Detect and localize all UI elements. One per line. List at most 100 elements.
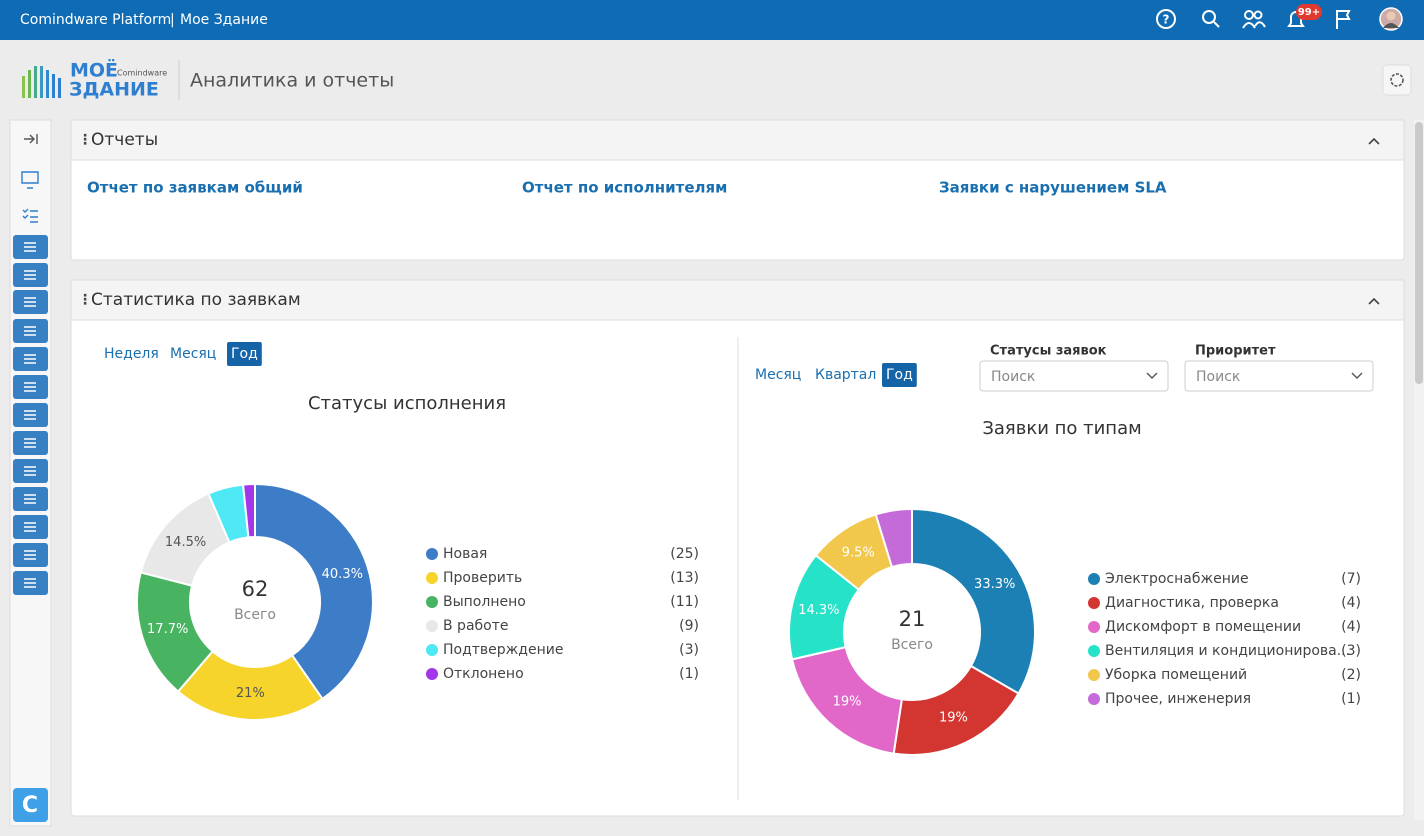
donut-slice[interactable] bbox=[254, 482, 374, 701]
donut-slice[interactable] bbox=[911, 507, 1036, 695]
stats-title: Статистика по заявкам bbox=[91, 290, 301, 310]
legend-dot bbox=[426, 572, 438, 584]
separator: | bbox=[170, 12, 175, 28]
donut-slice[interactable] bbox=[176, 649, 324, 721]
donut-slice[interactable] bbox=[874, 507, 913, 569]
donut-total: 62 bbox=[242, 577, 269, 601]
desktop-icon[interactable] bbox=[21, 171, 39, 189]
legend-dot bbox=[1088, 693, 1100, 705]
legend-dot bbox=[426, 668, 438, 680]
legend-label[interactable]: Уборка помещений bbox=[1105, 667, 1247, 683]
period-button[interactable]: Неделя bbox=[104, 346, 159, 362]
nav-icon bbox=[24, 326, 36, 336]
nav-icon bbox=[24, 466, 36, 476]
expand-icon[interactable] bbox=[24, 134, 38, 144]
top-bar bbox=[0, 0, 1424, 40]
sidebar-icons[interactable]: C bbox=[13, 134, 48, 822]
legend-dot bbox=[1088, 621, 1100, 633]
legend-label[interactable]: Дискомфорт в помещении bbox=[1105, 619, 1301, 635]
chart-title: Заявки по типам bbox=[982, 418, 1141, 439]
legend-count: (3) bbox=[679, 642, 699, 658]
legend-dot bbox=[1088, 573, 1100, 585]
svg-text:?: ? bbox=[1163, 13, 1170, 27]
header-icons[interactable]: ? bbox=[1156, 7, 1403, 31]
legend-label[interactable]: В работе bbox=[443, 618, 509, 634]
nav-icon bbox=[24, 550, 36, 560]
app-logo-letter: C bbox=[22, 793, 38, 818]
badge bbox=[1296, 4, 1322, 20]
nav-icon bbox=[24, 438, 36, 448]
report-link[interactable]: Заявки с нарушением SLA bbox=[939, 179, 1167, 197]
filter-select[interactable] bbox=[979, 360, 1169, 392]
nav-icon bbox=[24, 242, 36, 252]
collapse-icon[interactable] bbox=[1368, 297, 1380, 305]
nav-icon bbox=[24, 270, 36, 280]
legend-dot bbox=[426, 548, 438, 560]
slice-label: 40.3% bbox=[322, 567, 363, 582]
legend-count: (2) bbox=[1341, 667, 1361, 683]
reports-title: Отчеты bbox=[91, 130, 158, 150]
period-button[interactable]: Год bbox=[886, 367, 913, 383]
drag-handle[interactable]: ⋮ bbox=[78, 292, 92, 308]
legend-count: (4) bbox=[1341, 595, 1361, 611]
legend-label[interactable]: Проверить bbox=[443, 570, 522, 586]
filter-placeholder: Поиск bbox=[991, 369, 1035, 385]
chart-title: Статусы исполнения bbox=[308, 393, 506, 414]
legend-count: (13) bbox=[670, 570, 699, 586]
donut-total-label: Всего bbox=[234, 607, 276, 623]
report-link[interactable]: Отчет по заявкам общий bbox=[87, 179, 303, 197]
legend-label[interactable]: Вентиляция и кондиционирова... bbox=[1105, 643, 1350, 659]
period-button[interactable]: Месяц bbox=[170, 346, 216, 362]
legend-count: (3) bbox=[1341, 643, 1361, 659]
legend-label[interactable]: Подтверждение bbox=[443, 642, 563, 658]
filter-select[interactable] bbox=[1184, 360, 1374, 392]
reports-header bbox=[70, 119, 1405, 161]
legend-label[interactable]: Электроснабжение bbox=[1105, 571, 1249, 587]
workspace-name[interactable]: Мое Здание bbox=[180, 12, 268, 28]
period-active bbox=[882, 363, 917, 387]
legend-label[interactable]: Диагностика, проверка bbox=[1105, 595, 1279, 611]
legend-count: (7) bbox=[1341, 571, 1361, 587]
slice-label: 21% bbox=[236, 686, 265, 701]
nav-icon bbox=[24, 410, 36, 420]
dropdown-arrow bbox=[1351, 372, 1363, 379]
legend-dot bbox=[426, 620, 438, 632]
logo bbox=[22, 66, 61, 98]
legend-label[interactable]: Прочее, инженерия bbox=[1105, 691, 1251, 707]
nav-icon bbox=[24, 522, 36, 532]
slice-label: 14.3% bbox=[798, 603, 839, 618]
legend-label[interactable]: Отклонено bbox=[443, 666, 524, 682]
app-name[interactable]: Comindware Platform bbox=[20, 12, 171, 28]
donut-slice[interactable] bbox=[241, 482, 256, 539]
donut-total-label: Всего bbox=[891, 637, 933, 653]
legend-count: (25) bbox=[670, 546, 699, 562]
legend-label[interactable]: Выполнено bbox=[443, 594, 526, 610]
drag-handle[interactable]: ⋮ bbox=[78, 132, 92, 148]
filter-label: Статусы заявок bbox=[990, 344, 1107, 359]
legend-count: (1) bbox=[1341, 691, 1361, 707]
legend-count: (11) bbox=[670, 594, 699, 610]
period-button[interactable]: Месяц bbox=[755, 367, 801, 383]
app-logo[interactable] bbox=[13, 788, 48, 822]
settings-icon bbox=[1390, 73, 1404, 87]
notifications-badge: 99+ bbox=[1298, 7, 1320, 18]
nav-icon bbox=[24, 297, 36, 307]
logo-brand: Comindware bbox=[117, 69, 167, 78]
collapse-icon[interactable] bbox=[1368, 137, 1380, 145]
filter-placeholder: Поиск bbox=[1196, 369, 1240, 385]
legend-label[interactable]: Новая bbox=[443, 546, 487, 562]
slice-label: 9.5% bbox=[842, 546, 875, 561]
period-active bbox=[227, 342, 262, 366]
scroll-thumb[interactable] bbox=[1415, 122, 1423, 384]
legend-dot bbox=[1088, 597, 1100, 609]
donut-total: 21 bbox=[899, 607, 926, 631]
legend-count: (4) bbox=[1341, 619, 1361, 635]
settings-button[interactable] bbox=[1382, 64, 1412, 96]
slice-label: 19% bbox=[939, 711, 968, 726]
period-button[interactable]: Квартал bbox=[815, 367, 876, 383]
legend-dot bbox=[1088, 669, 1100, 681]
period-button[interactable]: Год bbox=[231, 346, 258, 362]
filter-label: Приоритет bbox=[1195, 344, 1276, 359]
report-link[interactable]: Отчет по исполнителям bbox=[522, 179, 727, 197]
tasks-icon[interactable] bbox=[22, 208, 38, 223]
